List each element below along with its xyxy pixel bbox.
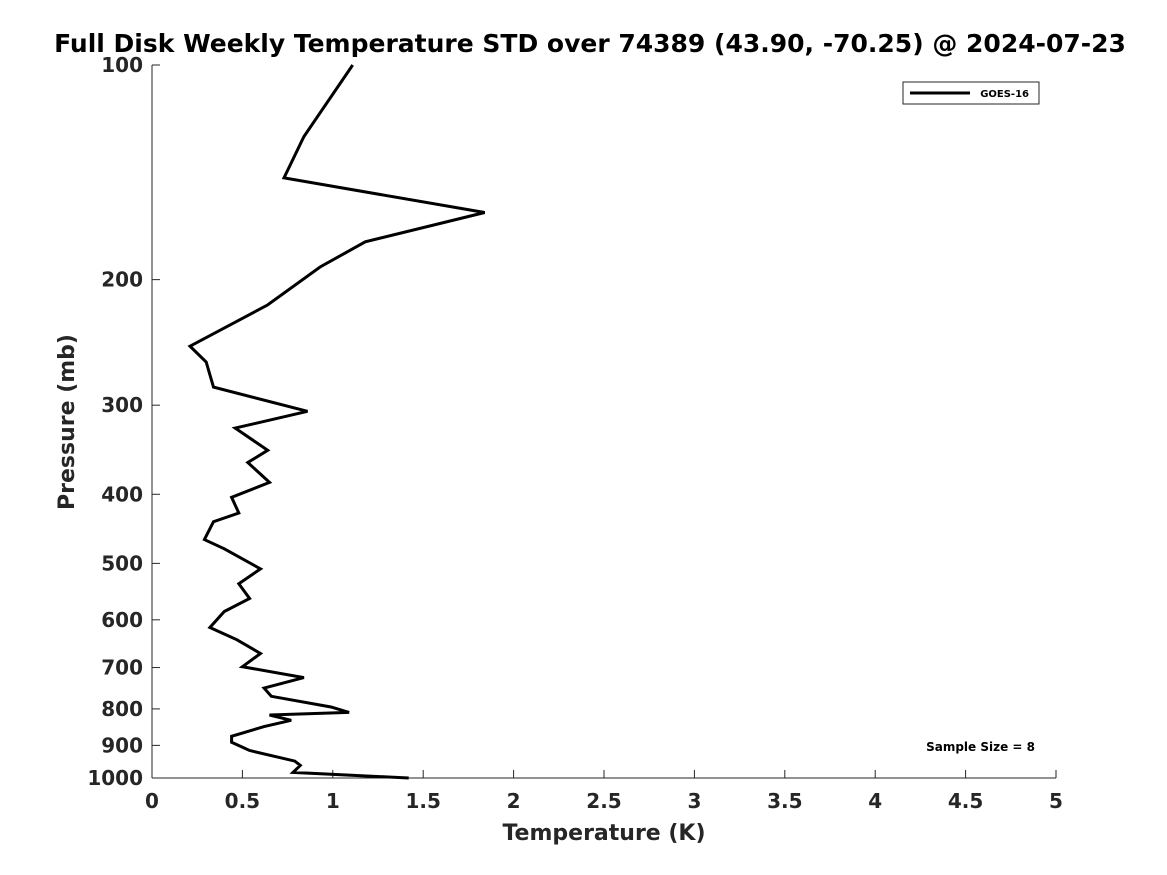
series-layer (187, 64, 486, 780)
y-tick-label: 1000 (87, 766, 143, 790)
sample-size-annotation: Sample Size = 8 (926, 740, 1035, 754)
legend-label-goes-16: GOES-16 (980, 89, 1029, 100)
legend-box (902, 81, 1040, 105)
x-tick-label: 3 (687, 789, 701, 813)
x-tick-label: 3.5 (767, 789, 802, 813)
y-tick-label: 100 (101, 53, 143, 77)
x-tick-label: 0 (145, 789, 159, 813)
x-tick-label: 4.5 (948, 789, 983, 813)
y-ticks: 100 200 300 400 500 600 700 800 900 1000 (87, 53, 160, 790)
y-tick-label: 500 (101, 551, 143, 575)
x-tick-label: 2.5 (586, 789, 621, 813)
x-tick-label: 0.5 (225, 789, 260, 813)
x-tick-label: 1 (326, 789, 340, 813)
y-tick-label: 700 (101, 656, 143, 680)
x-axis-label: Temperature (K) (502, 821, 705, 846)
y-tick-label: 200 (101, 268, 143, 292)
series-line-goes-16 (187, 64, 486, 780)
x-tick-label: 1.5 (405, 789, 440, 813)
y-tick-label: 900 (101, 733, 143, 757)
y-tick-label: 300 (101, 393, 143, 417)
y-tick-label: 400 (101, 482, 143, 506)
y-tick-label: 600 (101, 608, 143, 632)
y-tick-label: 800 (101, 697, 143, 721)
x-tick-label: 5 (1049, 789, 1063, 813)
legend: GOES-16 (902, 81, 1040, 105)
y-axis-label: Pressure (mb) (55, 334, 80, 510)
chart-title: Full Disk Weekly Temperature STD over 74… (54, 29, 1126, 58)
x-tick-label: 4 (868, 789, 882, 813)
x-ticks: 0 0.5 1 1.5 2 2.5 3 3.5 4 4.5 5 (145, 770, 1063, 813)
x-tick-label: 2 (507, 789, 521, 813)
